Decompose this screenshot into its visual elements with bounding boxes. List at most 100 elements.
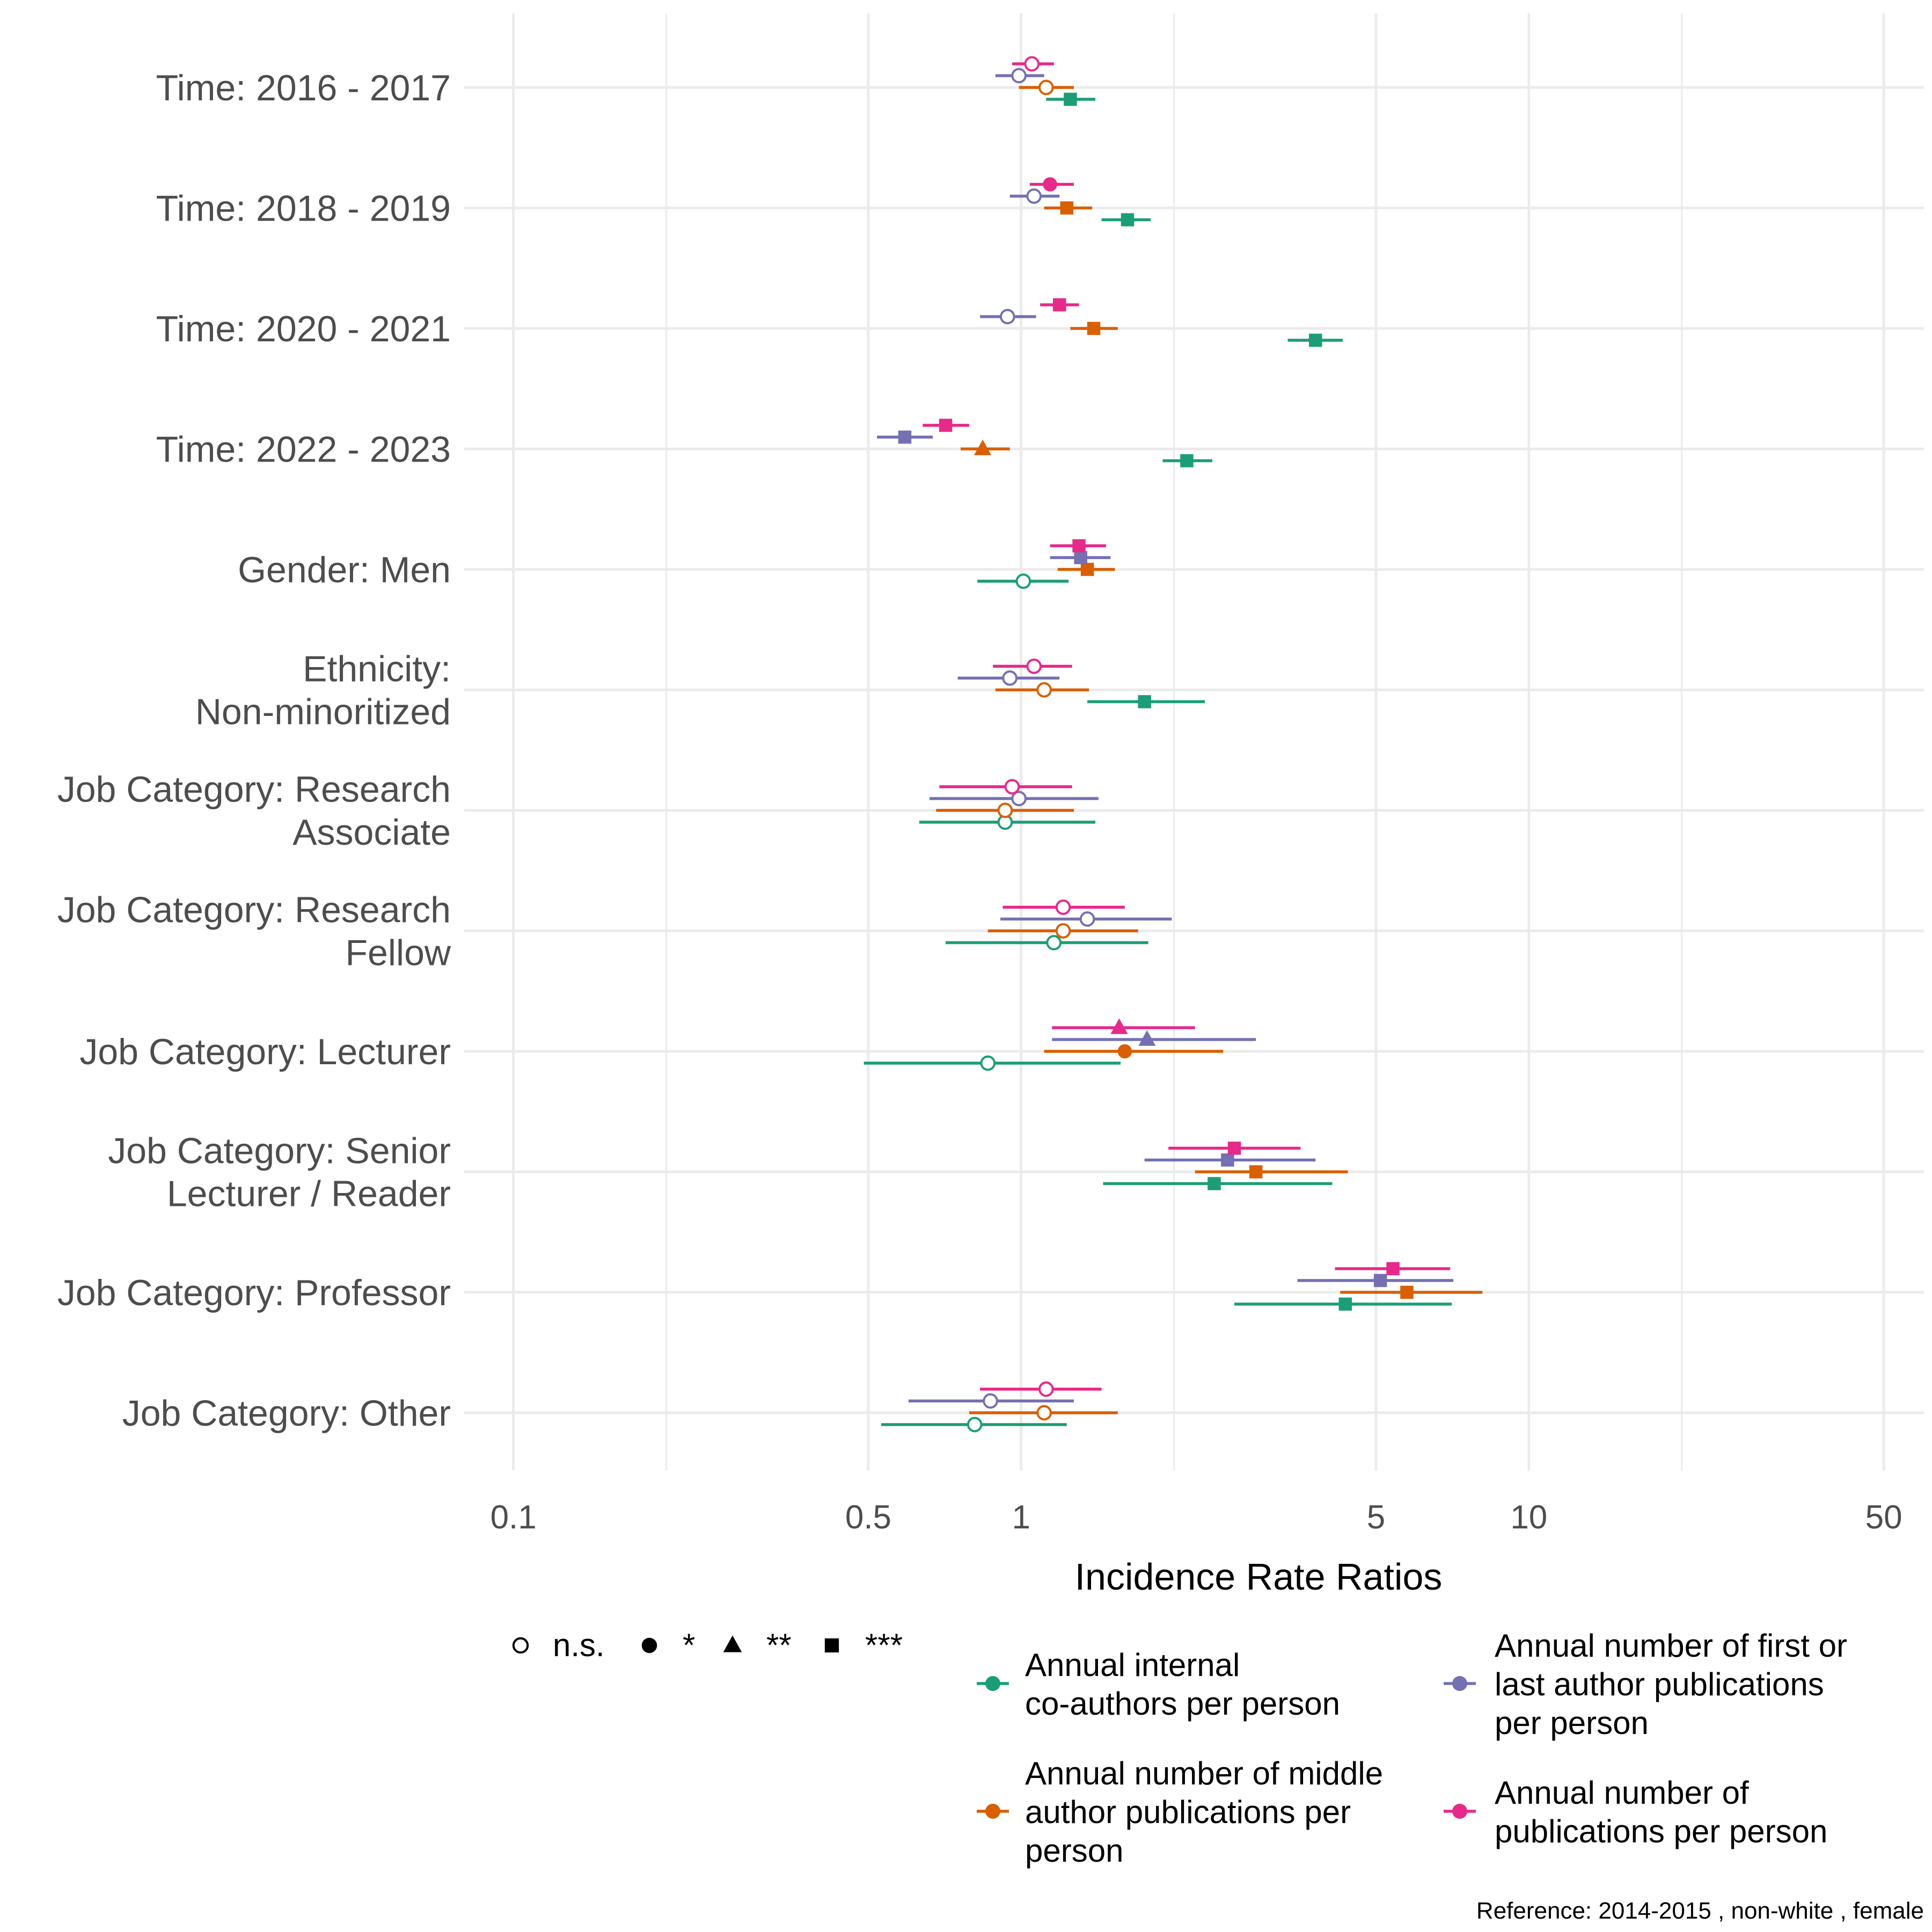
estimate-marker-square — [898, 430, 912, 444]
legend-label: Annual internal co-authors per person — [1025, 1647, 1340, 1722]
legend-label-line: last author publications — [1495, 1666, 1824, 1702]
estimate-marker-open-circle — [1002, 670, 1018, 686]
significance-legend: n.s. * ** *** — [512, 1627, 903, 1663]
category-label-line: Gender: Men — [238, 550, 451, 590]
legend-label-line: Annual number of first or — [1495, 1628, 1847, 1664]
x-tick-label: 0.1 — [491, 1499, 537, 1536]
category-label: Ethnicity: Non-minoritized — [195, 649, 451, 733]
estimate-marker-circle — [1117, 1044, 1132, 1059]
legend-label-line: author publications per — [1025, 1794, 1351, 1830]
category-label: Job Category: Lecturer — [79, 1031, 451, 1072]
estimate-marker-open-circle — [997, 802, 1013, 818]
estimate-marker-circle — [641, 1637, 657, 1653]
estimate-marker-triangle — [1110, 1018, 1128, 1034]
category-label-line: Job Category: Research — [57, 890, 451, 931]
series-group — [936, 79, 1483, 1421]
category-label: Job Category: Senior Lecturer / Reader — [108, 1131, 451, 1214]
estimate-marker-square — [1180, 454, 1194, 467]
estimate-marker-open-circle — [512, 1637, 529, 1654]
estimate-marker-open-circle — [983, 1393, 998, 1409]
estimate-marker-open-circle — [1036, 1405, 1052, 1421]
estimate-marker-open-circle — [1046, 935, 1062, 950]
legend-label-line: Annual internal — [1025, 1647, 1240, 1683]
estimate-marker-triangle — [723, 1635, 742, 1652]
legend-label: Annual number of first or last author pub… — [1495, 1628, 1847, 1741]
estimate-marker-open-circle — [1000, 309, 1015, 325]
estimate-marker-open-circle — [1055, 923, 1071, 939]
series-group — [923, 56, 1451, 1397]
legend-key-marker — [1452, 1804, 1467, 1819]
estimate-marker-open-circle — [1036, 682, 1052, 698]
legend-label-line: Annual number of middle — [1025, 1755, 1383, 1791]
category-label-line: Job Category: Senior — [108, 1131, 451, 1172]
category-label-line: Job Category: Research — [57, 769, 451, 810]
legend-label: Annual number of publications per person — [1495, 1775, 1827, 1849]
estimate-marker-square — [1072, 539, 1086, 553]
estimate-marker-triangle — [1138, 1030, 1156, 1046]
legend-key-marker — [1452, 1676, 1467, 1691]
x-tick-label: 0.5 — [845, 1499, 891, 1536]
significance-legend-label: * — [683, 1627, 695, 1663]
estimate-marker-open-circle — [1015, 573, 1031, 589]
significance-legend-label: *** — [865, 1627, 903, 1663]
series-group — [863, 92, 1452, 1432]
estimate-marker-square — [1208, 1177, 1221, 1190]
category-label: Gender: Men — [238, 550, 451, 590]
category-label: Time: 2020 - 2021 — [156, 309, 451, 349]
estimate-marker-square — [1060, 201, 1074, 215]
estimate-marker-square — [1052, 298, 1066, 312]
estimate-marker-open-circle — [1055, 899, 1071, 915]
estimate-marker-open-circle — [1004, 779, 1020, 795]
legend-key-marker — [985, 1804, 1000, 1819]
estimate-marker-square — [1249, 1165, 1263, 1179]
legend-label: Annual number of middle author publicatio… — [1025, 1755, 1383, 1869]
category-label-line: Ethnicity: — [303, 649, 451, 690]
x-axis-title: Incidence Rate Ratios — [1075, 1556, 1443, 1598]
category-label-line: Associate — [292, 812, 451, 853]
estimate-marker-square — [1087, 321, 1101, 335]
estimate-marker-square — [824, 1638, 839, 1653]
category-label: Time: 2016 - 2017 — [156, 68, 451, 108]
category-label: Job Category: Professor — [57, 1272, 451, 1313]
series-legend: Annual internal co-authors per personAnnu… — [977, 1628, 1847, 1869]
estimate-marker-square — [1373, 1274, 1387, 1287]
category-label-line: Time: 2022 - 2023 — [156, 429, 451, 470]
estimate-marker-open-circle — [967, 1417, 983, 1432]
minor-gridlines — [665, 13, 1683, 1470]
estimate-marker-square — [1080, 562, 1094, 576]
estimate-marker-open-circle — [1038, 1381, 1054, 1397]
category-label: Time: 2022 - 2023 — [156, 429, 451, 470]
estimate-marker-square — [1338, 1297, 1352, 1311]
estimate-marker-open-circle — [1011, 68, 1027, 84]
x-tick-label: 5 — [1367, 1499, 1385, 1536]
estimate-marker-open-circle — [1026, 188, 1042, 204]
category-label: Time: 2018 - 2019 — [156, 188, 451, 229]
legend-label-line: publications per person — [1495, 1813, 1827, 1849]
estimate-marker-square — [1064, 92, 1077, 106]
category-label-line: Job Category: Professor — [57, 1272, 451, 1313]
category-label-line: Time: 2016 - 2017 — [156, 68, 451, 108]
estimate-marker-open-circle — [1024, 56, 1040, 72]
estimate-marker-square — [1221, 1153, 1234, 1167]
series-group — [877, 68, 1454, 1409]
category-label-line: Job Category: Lecturer — [79, 1031, 451, 1072]
y-axis-labels: Time: 2016 - 2017 Time: 2018 - 2019 Time: … — [57, 68, 451, 1434]
estimate-marker-square — [939, 419, 953, 432]
category-label: Job Category: Research Associate — [57, 769, 451, 853]
category-label-line: Fellow — [346, 933, 451, 974]
category-label-line: Lecturer / Reader — [167, 1174, 451, 1214]
estimate-marker-open-circle — [1011, 791, 1027, 807]
estimate-marker-open-circle — [1038, 79, 1054, 96]
estimate-marker-square — [1400, 1285, 1414, 1299]
estimate-marker-square — [1074, 551, 1087, 565]
estimate-marker-square — [1386, 1262, 1400, 1276]
significance-legend-label: n.s. — [553, 1627, 605, 1663]
category-label: Job Category: Research Fellow — [57, 890, 451, 974]
plot-marks — [863, 56, 1483, 1432]
estimate-marker-open-circle — [1026, 658, 1042, 674]
estimate-marker-circle — [1043, 177, 1057, 192]
category-label-line: Job Category: Other — [122, 1393, 451, 1434]
estimate-marker-square — [1121, 213, 1135, 226]
